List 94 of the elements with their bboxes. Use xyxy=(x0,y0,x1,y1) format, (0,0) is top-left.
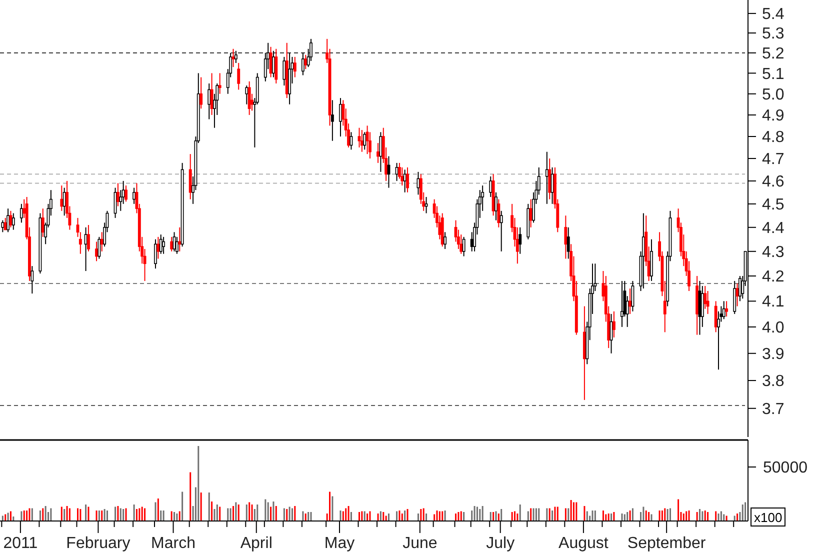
y-tick-label: 5.2 xyxy=(762,45,784,62)
candlestick xyxy=(208,82,211,120)
candlestick xyxy=(218,72,222,94)
candlestick xyxy=(444,232,447,250)
candlestick xyxy=(489,176,492,198)
x-tick-label: February xyxy=(66,535,130,552)
candlestick xyxy=(628,288,632,314)
candlestick xyxy=(363,132,366,150)
candlestick xyxy=(210,72,214,116)
candlestick xyxy=(462,236,466,257)
candlestick xyxy=(700,285,704,328)
candlestick xyxy=(379,132,382,172)
candlestick xyxy=(60,185,64,212)
y-tick-label: 5.0 xyxy=(762,86,784,104)
candlestick xyxy=(175,236,178,254)
candlestick xyxy=(733,280,736,314)
x-tick-label: May xyxy=(324,535,355,552)
candlestick xyxy=(358,127,361,148)
candlestick xyxy=(714,300,718,333)
candlestick xyxy=(154,238,157,270)
candlestick xyxy=(237,62,240,90)
x-tick-label: July xyxy=(486,535,515,552)
candlestick xyxy=(494,192,498,221)
y-tick-label: 3.7 xyxy=(762,400,784,418)
y-tick-label: 4.3 xyxy=(762,244,784,261)
y-tick-label: 5.3 xyxy=(762,26,784,43)
candlestick xyxy=(330,100,334,142)
y-tick-label: 4.2 xyxy=(762,268,784,286)
candlestick xyxy=(20,203,23,224)
candlestick xyxy=(41,208,44,238)
candlestick xyxy=(248,80,251,116)
candlestick xyxy=(497,198,500,228)
candlestick xyxy=(518,226,522,254)
candlestick xyxy=(564,215,568,260)
y-tick-label: 4.5 xyxy=(762,196,784,214)
candlestick xyxy=(350,132,353,150)
candlestick xyxy=(566,226,570,260)
candlestick xyxy=(282,56,286,86)
y-tick-label: 3.8 xyxy=(762,373,784,390)
candlestick xyxy=(293,56,296,78)
x-tick-label: September xyxy=(627,535,706,552)
candlestick xyxy=(159,234,162,254)
x-tick-label: March xyxy=(151,535,196,552)
candlestick xyxy=(620,280,624,328)
candlestick xyxy=(738,275,742,302)
candlestick xyxy=(87,224,90,252)
candlestick xyxy=(200,76,203,110)
candlestick xyxy=(406,166,409,193)
y-tick-label: 4.1 xyxy=(762,294,784,311)
x-tick-label: August xyxy=(558,535,609,552)
candlestick xyxy=(124,185,128,202)
candlestick xyxy=(170,236,174,252)
candlestick xyxy=(631,280,634,312)
y-tick-label: 4.6 xyxy=(762,174,784,191)
candlestick xyxy=(722,300,726,320)
y-tick-label: 4.0 xyxy=(762,320,784,337)
candlestick xyxy=(424,196,428,214)
candlestick xyxy=(234,50,238,64)
y-tick-label: 5.1 xyxy=(762,66,784,83)
candlestick xyxy=(30,266,34,294)
y-tick-label: 4.9 xyxy=(762,108,784,125)
candlestick xyxy=(178,226,182,252)
y-tick-label: 3.9 xyxy=(762,346,784,363)
x-tick-label: April xyxy=(240,535,272,552)
x-tick-label: June xyxy=(402,535,438,552)
text: 50000 xyxy=(763,460,808,477)
candlestick xyxy=(245,85,248,105)
y-tick-label: 4.7 xyxy=(762,151,784,168)
candlestick xyxy=(232,48,235,68)
candlestick xyxy=(366,125,369,155)
candlestick xyxy=(162,236,166,254)
candlestick xyxy=(188,154,192,200)
candlestick xyxy=(116,182,120,207)
y-tick-label: 5.4 xyxy=(762,6,784,24)
candlestick xyxy=(500,210,503,252)
y-tick-label: 4.4 xyxy=(762,220,784,237)
candlestick xyxy=(612,310,616,338)
candlestick xyxy=(400,166,404,186)
candlestick xyxy=(725,300,728,318)
candlestick xyxy=(717,310,720,370)
text: x100 xyxy=(754,510,782,525)
candlestick xyxy=(132,187,136,204)
y-tick-label: 4.8 xyxy=(762,129,784,146)
candlestick xyxy=(12,212,15,230)
candlestick xyxy=(156,236,160,260)
candlestick xyxy=(274,48,278,84)
candlestick xyxy=(301,52,304,76)
x-tick-label: 2011 xyxy=(3,535,38,552)
candlestick xyxy=(114,187,117,218)
candlestick xyxy=(304,54,308,70)
candlestick xyxy=(98,236,101,260)
candlestick xyxy=(460,234,463,254)
candlestick xyxy=(6,208,10,233)
candlestick xyxy=(548,158,552,200)
